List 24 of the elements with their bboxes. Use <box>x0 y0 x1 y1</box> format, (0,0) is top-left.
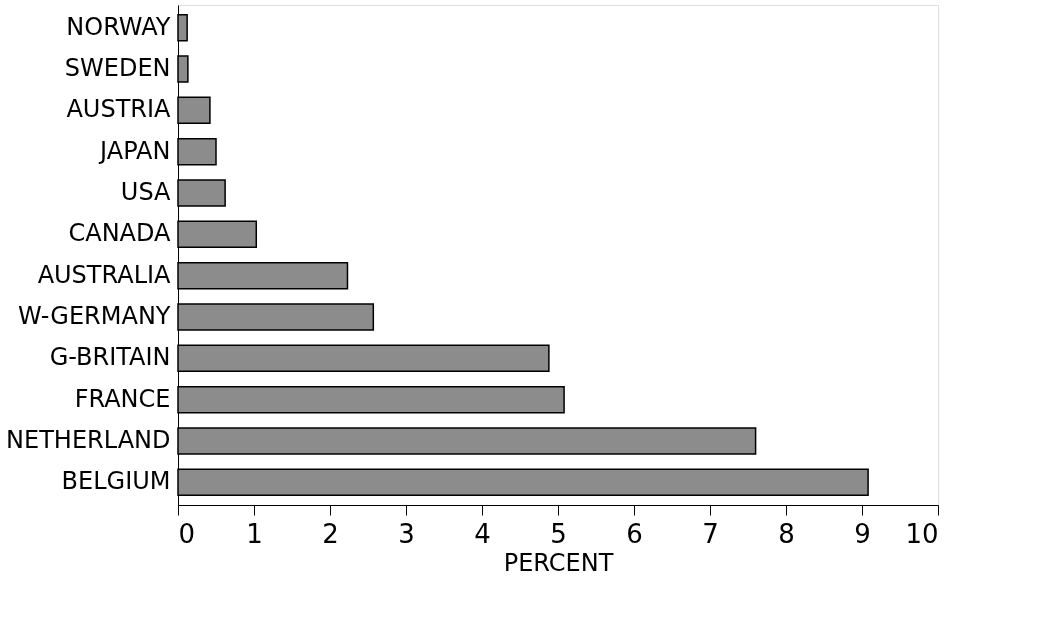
y-tick-label: NETHERLAND <box>6 425 171 454</box>
x-tick-label: 4 <box>474 518 491 549</box>
y-tick-label: AUSTRALIA <box>37 260 172 289</box>
x-tick-label: 6 <box>626 518 643 549</box>
x-tick-label: 3 <box>398 518 415 549</box>
x-axis-title: PERCENT <box>503 548 614 577</box>
x-tick-label: 8 <box>778 518 795 549</box>
y-tick-label: SWEDEN <box>64 54 171 83</box>
x-tick-label: 2 <box>322 518 339 549</box>
x-tick-label: 9 <box>854 518 871 549</box>
y-tick-label: JAPAN <box>98 136 171 165</box>
x-tick-label: 10 <box>905 518 939 549</box>
x-tick-label: 1 <box>246 518 263 549</box>
x-tick-label: 0 <box>178 518 196 549</box>
y-tick-label: AUSTRIA <box>66 95 172 124</box>
x-tick-label: 7 <box>702 518 719 549</box>
x-tick-label: 5 <box>550 518 567 549</box>
y-tick-label: CANADA <box>68 219 172 248</box>
y-tick-label: NORWAY <box>66 12 171 41</box>
y-tick-label: BELGIUM <box>61 467 171 496</box>
y-tick-label: W-GERMANY <box>18 301 171 330</box>
y-tick-label: FRANCE <box>74 384 171 413</box>
y-tick-label: USA <box>120 178 172 207</box>
y-tick-label: G-BRITAIN <box>49 343 171 372</box>
